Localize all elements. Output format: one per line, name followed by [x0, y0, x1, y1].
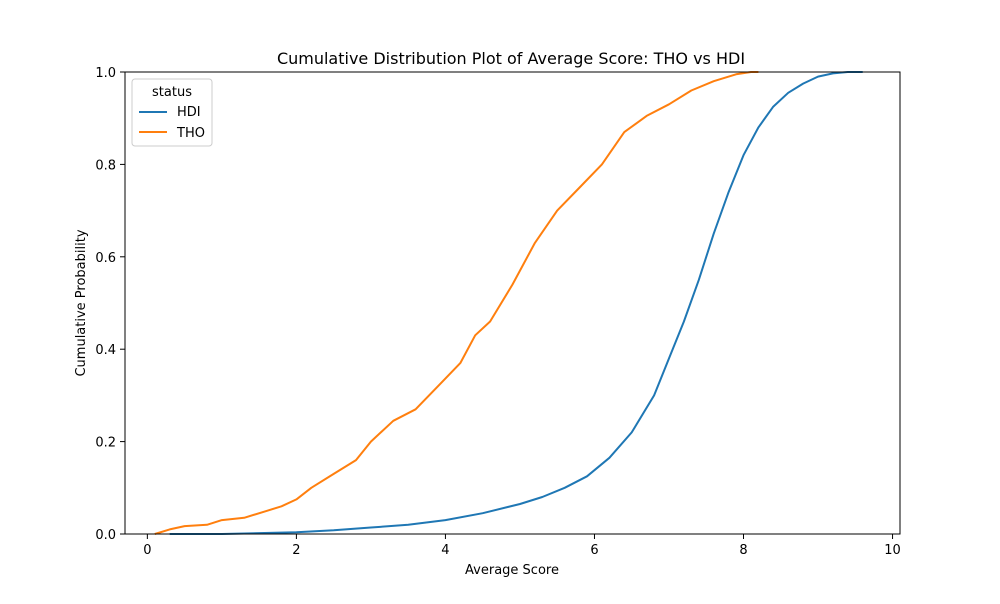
y-tick-label: 1.0	[95, 66, 116, 81]
legend-label-hdi: HDI	[177, 105, 201, 120]
y-tick-label: 0.2	[95, 436, 116, 451]
x-tick-label: 4	[441, 543, 449, 558]
x-tick-label: 0	[143, 543, 151, 558]
x-axis-label: Average Score	[465, 563, 559, 578]
chart-title: Cumulative Distribution Plot of Average …	[277, 49, 745, 68]
y-tick-label: 0.4	[95, 343, 116, 358]
legend: status HDI THO	[131, 78, 213, 147]
x-tick-label: 10	[884, 543, 901, 558]
legend-title: status	[152, 85, 192, 100]
y-tick-label: 0.6	[95, 251, 116, 266]
y-axis-label: Cumulative Probability	[74, 229, 89, 376]
ticks-layer: 0 2 4 6 8 10 0.0 0.2 0.4 0.6 0.8 1.0	[95, 66, 901, 558]
x-tick-label: 2	[292, 543, 300, 558]
legend-label-tho: THO	[176, 126, 205, 141]
plot-frame	[124, 71, 901, 535]
series-layer	[154, 71, 863, 535]
y-tick-label: 0.8	[95, 158, 116, 173]
legend-box	[131, 78, 213, 147]
x-tick-label: 6	[590, 543, 598, 558]
series-line-tho	[154, 71, 759, 535]
y-tick-label: 0.0	[95, 528, 116, 543]
x-tick-label: 8	[739, 543, 747, 558]
series-line-hdi	[169, 71, 863, 535]
